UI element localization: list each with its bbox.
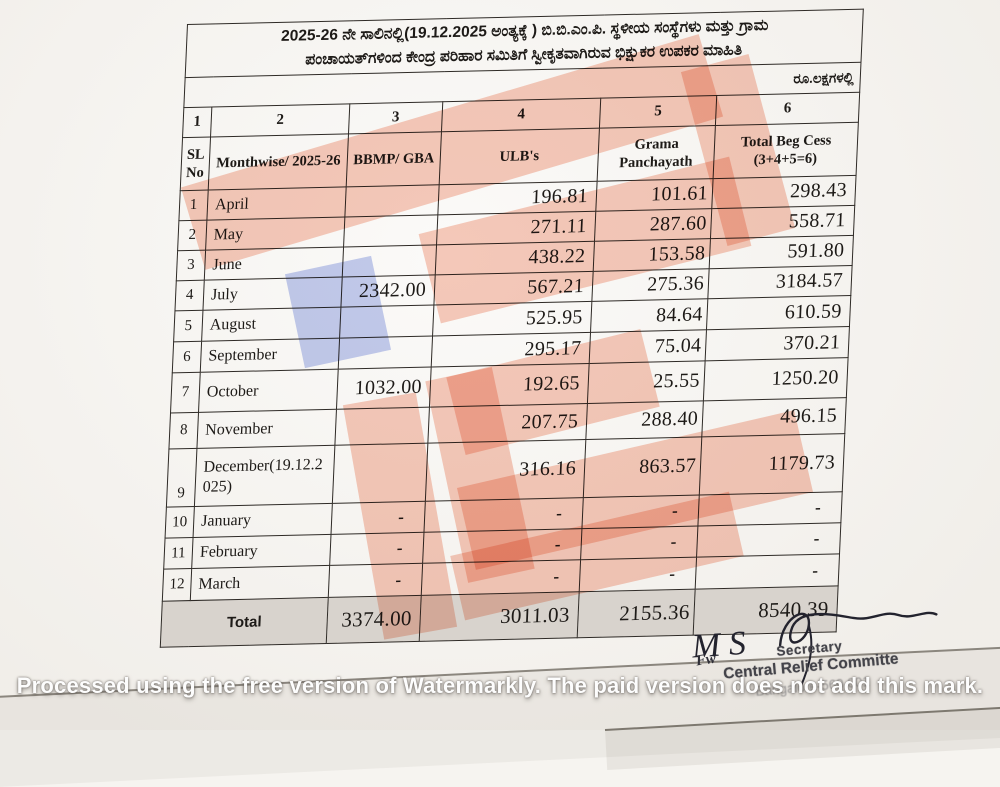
- month-cell: May: [205, 216, 345, 251]
- total-cell: 1250.20: [703, 357, 849, 401]
- ulb-cell: 196.81: [437, 181, 598, 215]
- bbmp-cell: -: [328, 563, 423, 598]
- sl-no-cell: 5: [173, 310, 203, 342]
- column-number: 4: [441, 98, 601, 132]
- total-cell: 1179.73: [699, 433, 845, 495]
- gp-cell: -: [579, 557, 697, 592]
- gp-cell: 288.40: [585, 400, 704, 440]
- total-gp-value: 2155.36: [577, 589, 696, 638]
- month-cell: July: [202, 277, 343, 311]
- sl-no-cell: 10: [165, 506, 195, 539]
- total-label: Total: [160, 597, 329, 648]
- bbmp-cell: [344, 184, 440, 217]
- table-body: 1 April 196.81 101.61 298.43 2 May 271.1…: [162, 175, 857, 602]
- month-cell: March: [190, 565, 330, 601]
- column-number: 6: [715, 92, 860, 126]
- month-cell: October: [198, 369, 339, 413]
- total-cell: -: [695, 553, 840, 590]
- watermarkly-banner-text: Processed using the free version of Wate…: [16, 673, 984, 698]
- bbmp-cell: -: [329, 532, 424, 566]
- sl-no-cell: 9: [166, 448, 197, 508]
- bbmp-cell: 2342.00: [340, 274, 436, 308]
- bbmp-cell: [339, 304, 434, 339]
- month-cell: February: [191, 534, 332, 569]
- signature-descender: [800, 624, 813, 687]
- ulb-cell: 525.95: [432, 301, 592, 337]
- bbmp-cell: [338, 336, 433, 370]
- handwritten-signature: M S: [690, 611, 938, 687]
- gp-cell: 75.04: [589, 329, 707, 364]
- header-grama-panchayath: Grama Panchayath: [597, 125, 716, 182]
- total-cell: -: [696, 522, 841, 558]
- ulb-cell: 316.16: [425, 439, 586, 502]
- gp-cell: 153.58: [593, 238, 711, 272]
- ulb-cell: -: [423, 497, 584, 533]
- ulb-cell: 438.22: [435, 241, 595, 275]
- month-cell: June: [204, 247, 344, 281]
- month-cell: January: [193, 503, 333, 538]
- bbmp-cell: [334, 407, 430, 446]
- total-cell: -: [697, 491, 843, 527]
- gp-cell: 101.61: [595, 178, 714, 212]
- total-cell: 496.15: [701, 397, 847, 437]
- bbmp-cell: [343, 214, 438, 248]
- gp-cell: 275.36: [591, 268, 710, 302]
- sl-no-cell: 2: [177, 220, 207, 251]
- gp-cell: 287.60: [594, 208, 712, 242]
- column-number: 1: [182, 106, 212, 138]
- sl-no-cell: 11: [163, 537, 194, 570]
- header-total-beg-cess: Total Beg Cess (3+4+5=6): [713, 122, 859, 179]
- signature-initials: M S: [690, 625, 747, 666]
- ulb-cell: -: [421, 559, 581, 596]
- column-number: 5: [599, 95, 717, 129]
- gp-cell: 863.57: [583, 436, 702, 498]
- ulb-cell: 271.11: [436, 211, 596, 245]
- column-number: 3: [348, 101, 443, 134]
- bbmp-cell: 1032.00: [336, 367, 432, 410]
- total-ulb-value: 3011.03: [419, 591, 580, 642]
- month-cell: December(19.12.2025): [194, 445, 335, 507]
- month-cell: September: [200, 338, 340, 373]
- gp-cell: 25.55: [587, 360, 706, 404]
- sl-no-cell: 1: [178, 190, 209, 221]
- total-cell: 3184.57: [707, 265, 853, 299]
- total-cell: 298.43: [711, 175, 857, 209]
- bbmp-cell: -: [331, 501, 426, 535]
- gp-cell: 84.64: [590, 298, 708, 333]
- month-cell: August: [201, 307, 341, 342]
- sl-no-cell: 7: [170, 372, 201, 413]
- beggars-cess-table-document: 2025-26 ನೇ ಸಾಲಿನಲ್ಲಿ(19.12.2025 ಅಂತ್ಯಕ್ಕ…: [160, 9, 864, 648]
- ulb-cell: 207.75: [427, 403, 588, 444]
- total-cell: 558.71: [710, 205, 855, 239]
- beggars-cess-table: 2025-26 ನೇ ಸಾಲಿನಲ್ಲಿ(19.12.2025 ಅಂತ್ಯಕ್ಕ…: [160, 9, 864, 648]
- header-ulbs: ULB's: [439, 128, 600, 185]
- bbmp-cell: [342, 244, 437, 278]
- sl-no-cell: 4: [174, 280, 205, 311]
- gp-cell: -: [580, 526, 698, 560]
- header-monthwise: Monthwise/ 2025-26: [208, 133, 349, 191]
- ulb-cell: 192.65: [429, 363, 590, 408]
- total-cell: 370.21: [705, 326, 850, 361]
- month-cell: April: [206, 186, 347, 221]
- total-bbmp-value: 3374.00: [326, 595, 422, 644]
- sl-no-cell: 3: [176, 250, 206, 281]
- signature-flourish: [778, 611, 938, 647]
- column-number: 2: [210, 103, 350, 137]
- ulb-cell: -: [422, 528, 582, 564]
- month-cell: November: [196, 409, 337, 449]
- sl-no-cell: 8: [168, 412, 199, 450]
- bbmp-cell: [332, 443, 428, 504]
- gp-cell: -: [581, 494, 700, 529]
- sl-no-cell: 12: [162, 568, 192, 602]
- sl-no-cell: 6: [172, 341, 202, 373]
- ulb-cell: 295.17: [431, 332, 591, 368]
- ulb-cell: 567.21: [433, 271, 594, 305]
- total-cell: 610.59: [706, 295, 851, 330]
- header-bbmp-gba: BBMP/ GBA: [346, 131, 442, 187]
- total-cell: 591.80: [709, 235, 854, 269]
- header-sl-no: SL No: [180, 136, 211, 191]
